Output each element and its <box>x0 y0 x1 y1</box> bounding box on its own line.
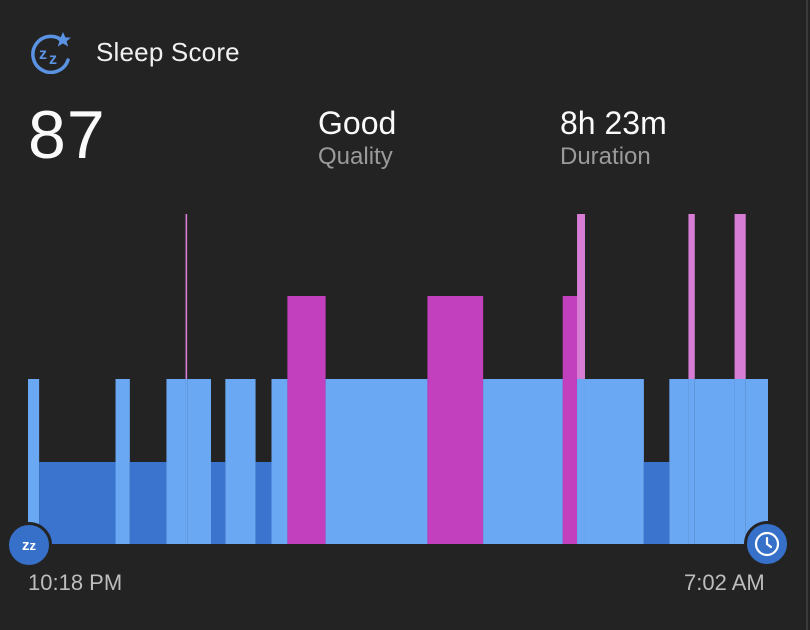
stage-bar-22-base <box>734 379 746 544</box>
stage-bar-3-deep <box>129 462 167 544</box>
quality-value: Good <box>318 105 397 141</box>
sleep-zz-star-icon: z z <box>31 32 71 74</box>
duration-label: Duration <box>560 143 651 170</box>
stage-bar-21-light <box>694 379 735 544</box>
stage-bar-15-rem <box>562 296 578 544</box>
stage-bar-16-awake <box>577 214 585 379</box>
end-time: 7:02 AM <box>684 570 765 595</box>
sleep-start-badge: zz <box>6 522 52 568</box>
card-title: Sleep Score <box>96 36 240 67</box>
quality-metric: Good Quality <box>318 104 396 172</box>
wake-end-badge <box>744 521 790 567</box>
stage-bar-20-awake <box>688 214 695 379</box>
stage-bar-9-deep <box>255 462 272 544</box>
stage-bar-1-deep <box>39 462 116 544</box>
stage-bar-13-rem <box>427 296 484 544</box>
stage-bar-23-light <box>745 379 768 544</box>
stage-bar-10-light <box>271 379 288 544</box>
stage-bar-17-light <box>584 379 644 544</box>
svg-text:z: z <box>49 51 57 68</box>
stage-bar-6-light <box>187 379 212 544</box>
clock-icon <box>754 531 780 557</box>
sleep-score-value: 87 <box>28 97 106 173</box>
zz-icon: zz <box>22 536 36 554</box>
quality-label: Quality <box>318 143 393 170</box>
stage-bar-18-deep <box>643 462 670 544</box>
stage-bar-2-light <box>115 379 130 544</box>
stage-bar-12-light <box>325 379 428 544</box>
stage-bar-8-light <box>225 379 256 544</box>
stage-bar-0-light <box>28 379 40 544</box>
card-header: z z Sleep Score <box>30 30 240 74</box>
start-time: 10:18 PM <box>28 570 123 595</box>
duration-metric: 8h 23m Duration <box>560 104 667 172</box>
duration-value: 8h 23m <box>560 105 667 141</box>
stage-bar-16-base <box>577 379 585 544</box>
stage-bar-22-awake <box>734 214 746 379</box>
stage-bar-19-light <box>669 379 689 544</box>
stage-bar-20-base <box>688 379 695 544</box>
stage-bar-5-base <box>185 379 188 544</box>
stage-bar-4-light <box>166 379 186 544</box>
stage-bar-7-deep <box>211 462 226 544</box>
stage-bar-11-rem <box>287 296 326 544</box>
sleep-stages-chart <box>28 214 768 544</box>
stage-bar-14-light <box>483 379 563 544</box>
svg-text:z: z <box>39 46 47 63</box>
stage-bar-5-awake <box>185 214 188 379</box>
